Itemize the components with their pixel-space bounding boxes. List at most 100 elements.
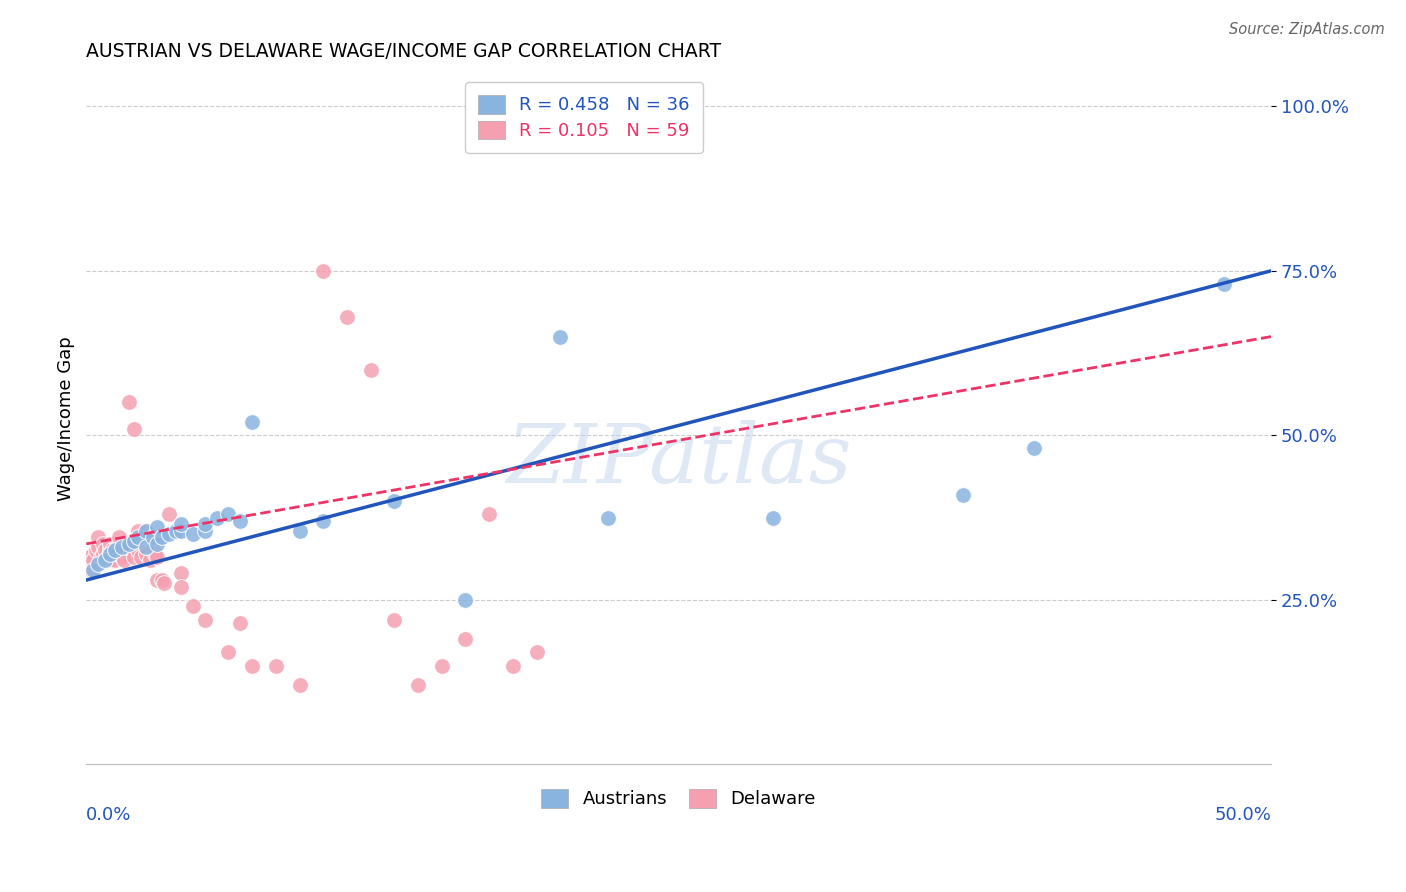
Point xyxy=(288,524,311,538)
Point xyxy=(181,527,204,541)
Point xyxy=(194,517,217,532)
Point xyxy=(150,573,173,587)
Point xyxy=(77,549,100,564)
Point xyxy=(135,524,157,538)
Point xyxy=(127,530,149,544)
Point xyxy=(118,395,141,409)
Point xyxy=(98,547,121,561)
Point xyxy=(118,537,141,551)
Point xyxy=(181,599,204,614)
Point xyxy=(82,553,104,567)
Point xyxy=(111,540,134,554)
Point xyxy=(139,553,162,567)
Point xyxy=(157,527,180,541)
Point xyxy=(170,566,193,581)
Text: 0.0%: 0.0% xyxy=(86,805,132,823)
Text: AUSTRIAN VS DELAWARE WAGE/INCOME GAP CORRELATION CHART: AUSTRIAN VS DELAWARE WAGE/INCOME GAP COR… xyxy=(86,42,721,61)
Point xyxy=(205,510,228,524)
Point xyxy=(104,553,127,567)
Point xyxy=(139,530,162,544)
Point xyxy=(97,549,120,564)
Point xyxy=(229,514,252,528)
Point xyxy=(153,576,176,591)
Point xyxy=(1212,277,1234,291)
Point xyxy=(526,645,548,659)
Point xyxy=(94,543,117,558)
Point xyxy=(135,540,157,554)
Point xyxy=(430,658,453,673)
Point xyxy=(91,547,114,561)
Y-axis label: Wage/Income Gap: Wage/Income Gap xyxy=(58,336,75,501)
Point xyxy=(129,549,152,564)
Point xyxy=(596,510,619,524)
Point xyxy=(115,540,138,554)
Point xyxy=(194,524,217,538)
Point xyxy=(229,615,252,630)
Point xyxy=(135,524,157,538)
Point xyxy=(87,530,110,544)
Point xyxy=(105,540,128,554)
Point xyxy=(101,543,124,558)
Point xyxy=(312,264,335,278)
Point xyxy=(146,537,169,551)
Point xyxy=(98,553,121,567)
Point xyxy=(135,547,157,561)
Point xyxy=(122,422,145,436)
Point xyxy=(170,517,193,532)
Point xyxy=(454,632,477,647)
Point xyxy=(122,549,145,564)
Point xyxy=(157,508,180,522)
Point xyxy=(1024,442,1046,456)
Point xyxy=(217,645,239,659)
Point xyxy=(89,549,111,564)
Point xyxy=(548,329,571,343)
Point xyxy=(108,530,131,544)
Point xyxy=(170,580,193,594)
Point xyxy=(82,563,104,577)
Point xyxy=(146,549,169,564)
Point xyxy=(240,415,263,429)
Point xyxy=(382,613,405,627)
Point xyxy=(146,573,169,587)
Point xyxy=(98,537,121,551)
Point xyxy=(84,543,107,558)
Point xyxy=(454,592,477,607)
Point xyxy=(142,543,165,558)
Point xyxy=(217,508,239,522)
Point xyxy=(127,543,149,558)
Point xyxy=(336,310,359,324)
Point xyxy=(143,547,166,561)
Text: ZIPatlas: ZIPatlas xyxy=(506,420,852,500)
Point xyxy=(406,678,429,692)
Point xyxy=(112,553,135,567)
Text: Source: ZipAtlas.com: Source: ZipAtlas.com xyxy=(1229,22,1385,37)
Point xyxy=(104,543,127,558)
Point xyxy=(360,362,382,376)
Point xyxy=(165,524,187,538)
Point xyxy=(288,678,311,692)
Point xyxy=(478,508,501,522)
Point xyxy=(104,543,127,558)
Point xyxy=(952,487,974,501)
Point xyxy=(146,520,169,534)
Point xyxy=(240,658,263,673)
Point xyxy=(91,537,114,551)
Text: 50.0%: 50.0% xyxy=(1215,805,1271,823)
Point xyxy=(94,553,117,567)
Point xyxy=(142,530,165,544)
Point xyxy=(111,549,134,564)
Point xyxy=(87,557,110,571)
Legend: Austrians, Delaware: Austrians, Delaware xyxy=(533,780,825,817)
Point xyxy=(122,533,145,548)
Point xyxy=(127,524,149,538)
Point xyxy=(382,494,405,508)
Point xyxy=(170,524,193,538)
Point xyxy=(264,658,287,673)
Point xyxy=(762,510,785,524)
Point xyxy=(80,563,103,577)
Point xyxy=(502,658,524,673)
Point xyxy=(312,514,335,528)
Point xyxy=(111,543,134,558)
Point xyxy=(194,613,217,627)
Point xyxy=(98,543,121,558)
